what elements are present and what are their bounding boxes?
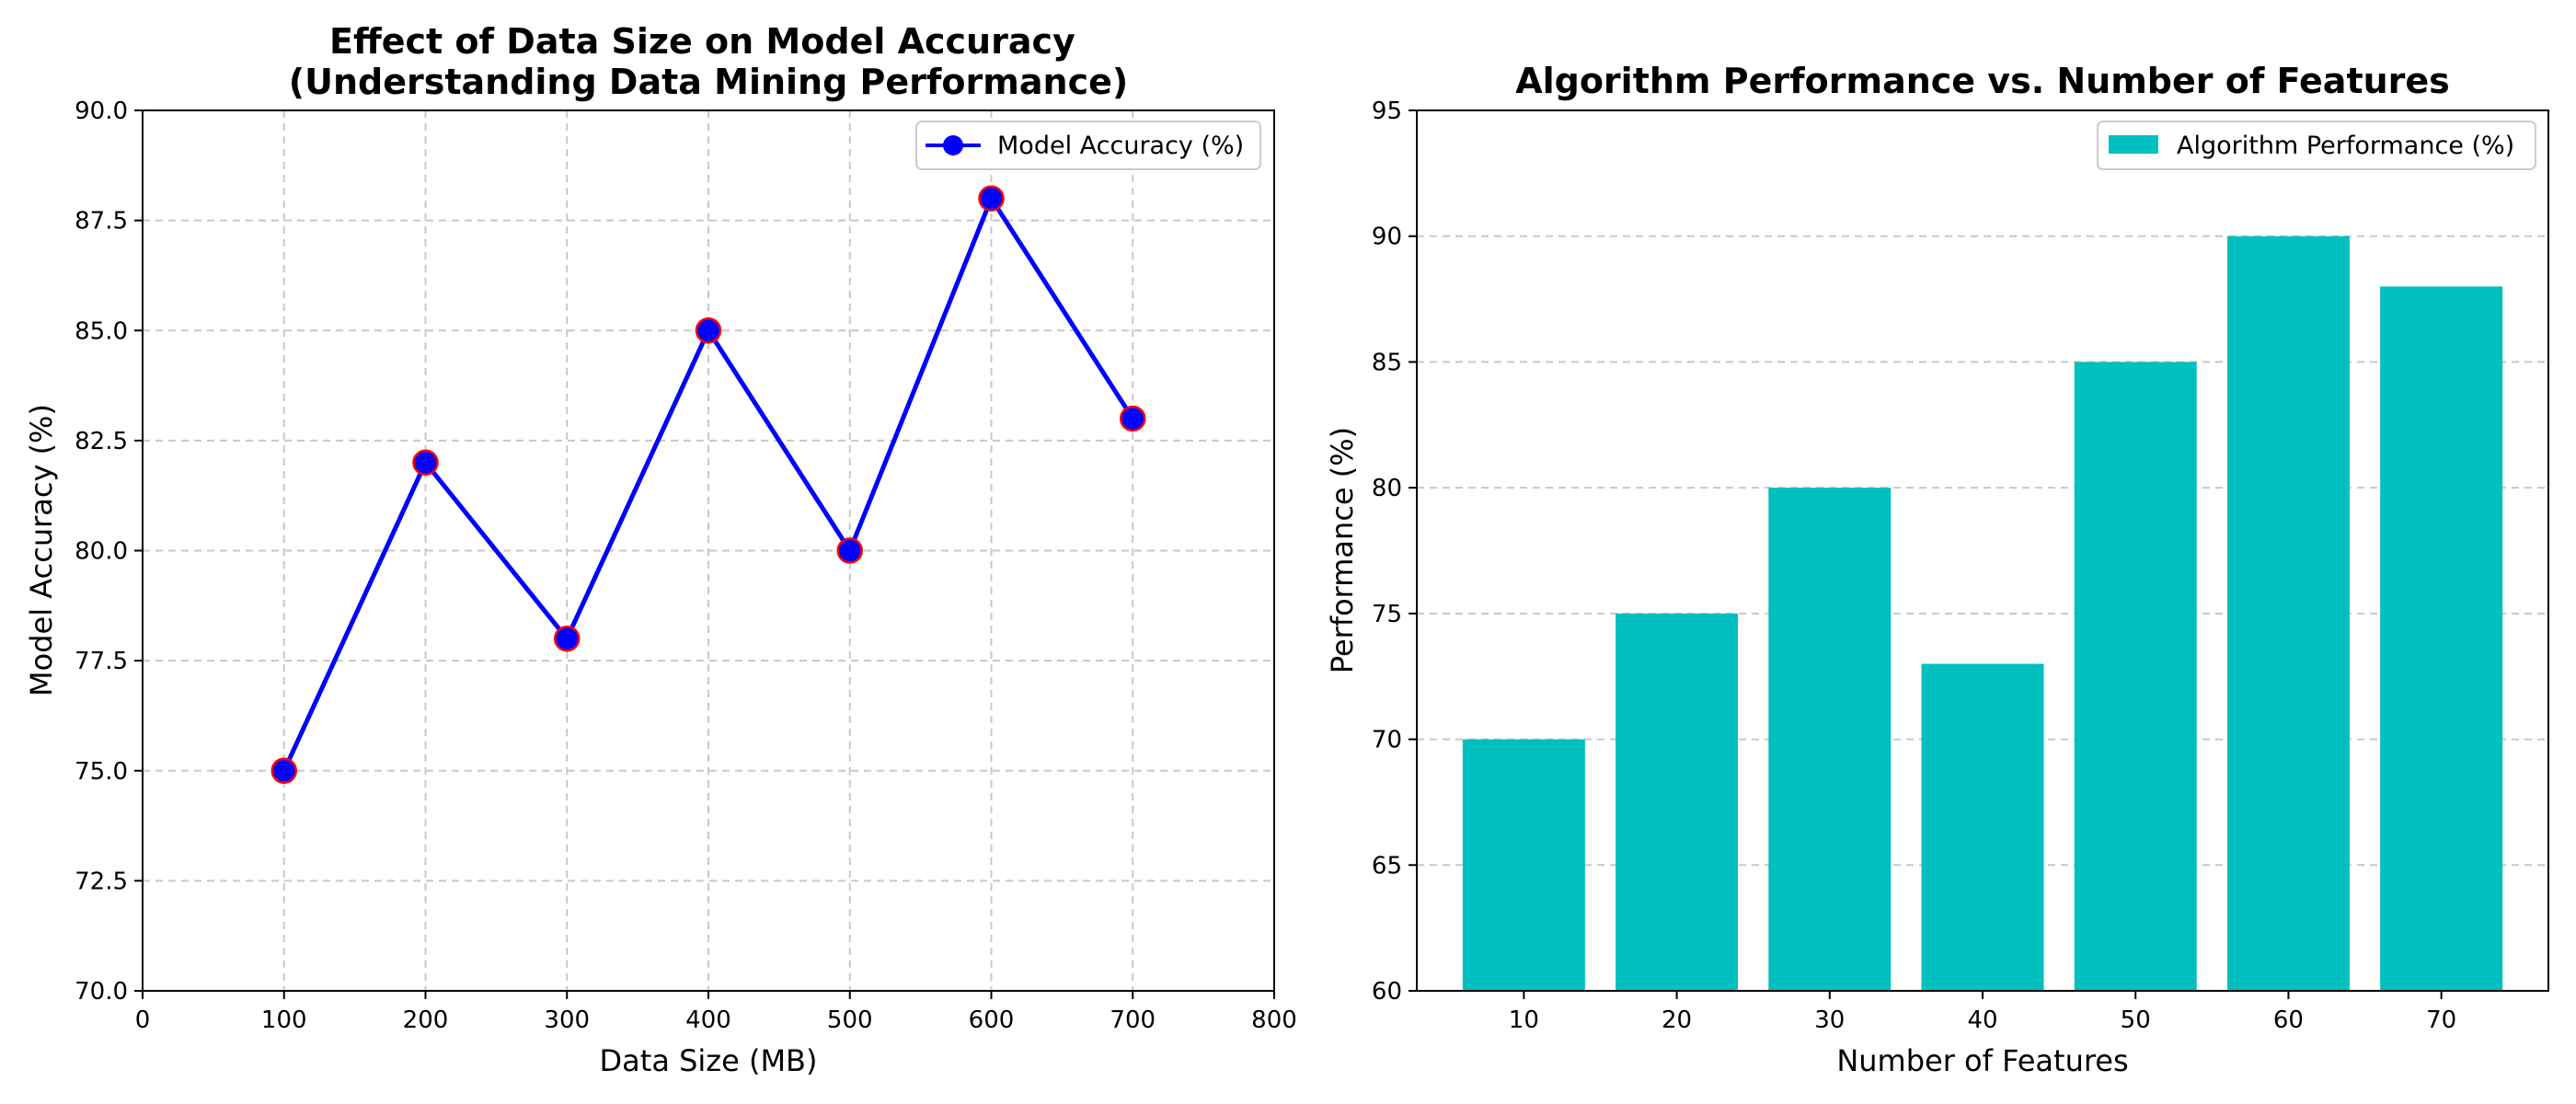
performance-y-tick-label: 85 [1372,349,1402,376]
accuracy-legend-label: Model Accuracy (%) [997,132,1244,160]
accuracy-data-point [270,757,297,784]
performance-legend-box [2097,121,2536,170]
performance-x-tick-label: 50 [2121,1006,2151,1034]
accuracy-data-point [978,185,1005,212]
accuracy-x-tick-label: 0 [135,1006,151,1034]
performance-chart-title: Algorithm Performance vs. Number of Feat… [1515,61,2450,101]
performance-x-tick-label: 70 [2426,1006,2456,1034]
accuracy-y-ticks: 70.0 72.5 75.0 77.5 80.0 82.5 85.0 87.5 90.0 [75,98,143,1006]
accuracy-x-tick-label: 100 [261,1006,307,1034]
accuracy-legend-marker-swatch [943,135,963,155]
accuracy-data-point [836,537,863,564]
performance-bar [2226,236,2350,991]
performance-x-tick-label: 30 [1814,1006,1845,1034]
performance-legend-swatch [2109,135,2158,154]
performance-y-tick-label: 95 [1372,98,1402,125]
performance-legend: Algorithm Performance (%) [2097,121,2536,170]
accuracy-x-tick-label: 800 [1251,1006,1297,1034]
accuracy-y-tick-label: 75.0 [75,758,128,786]
performance-x-tick-label: 60 [2273,1006,2304,1034]
accuracy-y-axis-label: Model Accuracy (%) [24,404,59,696]
accuracy-y-tick-label: 70.0 [75,978,128,1006]
performance-bar [2380,286,2503,991]
performance-legend-label: Algorithm Performance (%) [2177,132,2514,160]
accuracy-line-chart: 0 100 200 300 400 500 600 700 800 70.0 72.5 75.0 77… [24,21,1297,1078]
performance-bar [1616,613,1739,991]
accuracy-series [270,185,1146,784]
performance-y-ticks: 60 65 70 75 80 85 90 95 [1372,98,1417,1006]
performance-y-tick-label: 65 [1372,852,1402,880]
accuracy-x-tick-label: 500 [827,1006,873,1034]
performance-y-tick-label: 75 [1372,601,1402,628]
performance-bar [1768,488,1892,991]
performance-x-tick-label: 10 [1509,1006,1539,1034]
performance-bars [1462,236,2503,991]
performance-x-axis-label: Number of Features [1836,1043,2128,1078]
accuracy-x-tick-label: 600 [969,1006,1015,1034]
performance-x-tick-label: 40 [1967,1006,1997,1034]
performance-y-tick-label: 70 [1372,727,1402,754]
accuracy-data-point [695,317,722,344]
accuracy-data-point [1120,405,1146,432]
accuracy-y-tick-label: 82.5 [75,428,128,455]
accuracy-x-axis-label: Data Size (MB) [600,1043,818,1078]
performance-bar [1921,663,2044,991]
accuracy-legend-box [915,121,1261,170]
performance-x-ticks: 10 20 30 40 50 60 70 [1509,991,2456,1034]
accuracy-x-ticks: 0 100 200 300 400 500 600 700 800 [135,991,1297,1034]
performance-y-tick-label: 90 [1372,224,1402,251]
accuracy-legend: Model Accuracy (%) [915,121,1261,170]
accuracy-chart-title-line-1: Effect of Data Size on Model Accuracy [329,21,1075,62]
accuracy-x-tick-label: 400 [685,1006,731,1034]
accuracy-data-point [554,625,581,652]
accuracy-x-tick-label: 300 [544,1006,590,1034]
accuracy-chart-title-line-2: (Understanding Data Mining Performance) [289,62,1129,102]
performance-bar [2074,362,2197,991]
performance-x-tick-label: 20 [1662,1006,1692,1034]
accuracy-x-tick-label: 700 [1110,1006,1156,1034]
performance-bar-chart: 10 20 30 40 50 60 70 60 65 70 75 80 85 90 95 Algorith… [1325,61,2549,1078]
accuracy-y-tick-label: 80.0 [75,538,128,566]
performance-y-axis-label: Performance (%) [1325,427,1360,673]
performance-bar [1462,739,1585,991]
accuracy-data-point [412,449,439,477]
accuracy-y-tick-label: 87.5 [75,208,128,236]
accuracy-x-tick-label: 200 [403,1006,449,1034]
accuracy-y-tick-label: 77.5 [75,648,128,675]
accuracy-y-tick-label: 72.5 [75,868,128,895]
performance-y-tick-label: 80 [1372,475,1402,502]
accuracy-y-tick-label: 85.0 [75,317,128,345]
accuracy-chart-title: Effect of Data Size on Model Accuracy (U… [289,21,1129,102]
performance-y-tick-label: 60 [1372,978,1402,1006]
accuracy-y-tick-label: 90.0 [75,98,128,125]
